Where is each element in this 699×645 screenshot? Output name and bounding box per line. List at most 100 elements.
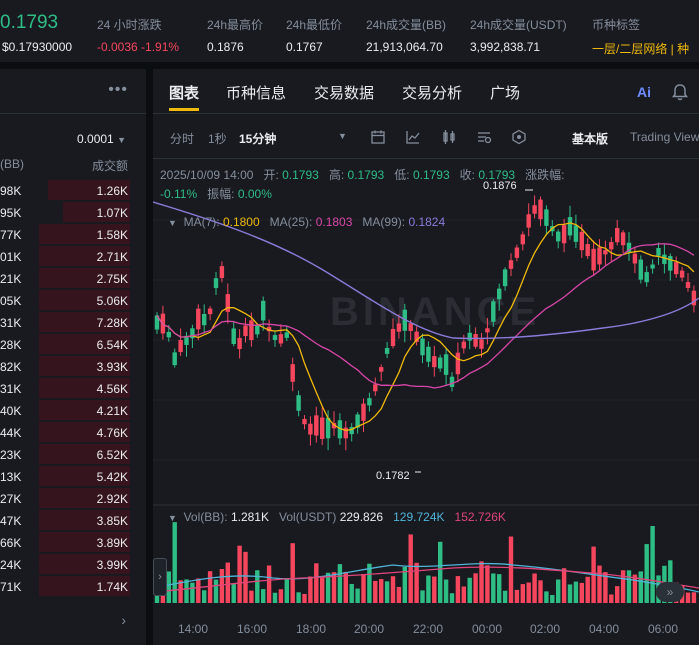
calendar-icon[interactable] bbox=[370, 129, 386, 145]
volume-bar-down bbox=[196, 578, 201, 603]
candle-up bbox=[491, 301, 496, 322]
volume-bar-down bbox=[379, 579, 384, 603]
more-horizontal-icon[interactable]: ••• bbox=[108, 81, 128, 98]
tick-size-select[interactable]: 0.0001 ▼ bbox=[77, 132, 126, 146]
orderbook-row[interactable]: 21K 2.75K bbox=[0, 268, 146, 290]
tab-trading-analysis[interactable]: 交易分析 bbox=[402, 85, 463, 102]
volume-bar-up bbox=[255, 570, 260, 603]
orderbook-row[interactable]: 27K 2.92K bbox=[0, 488, 146, 510]
candle-down bbox=[685, 282, 691, 288]
candle-up bbox=[172, 352, 177, 366]
vol-bb-label: Vol(BB): bbox=[183, 510, 228, 524]
orderbook-row[interactable]: 47K 3.85K bbox=[0, 510, 146, 532]
volume-bar-down bbox=[479, 561, 484, 603]
orderbook-amount: 71K bbox=[0, 580, 22, 594]
candlestick-chart[interactable] bbox=[153, 160, 699, 620]
candle-up bbox=[154, 315, 160, 330]
candle-down bbox=[290, 364, 295, 382]
orderbook-row[interactable]: 98K 1.26K bbox=[0, 180, 146, 202]
orderbook-row[interactable]: 28K 6.54K bbox=[0, 334, 146, 356]
orderbook-row[interactable]: 77K 1.58K bbox=[0, 224, 146, 246]
volume-bar-up bbox=[491, 573, 496, 603]
bell-icon[interactable] bbox=[672, 84, 688, 101]
stat-label-vol-bb: 24h成交量(BB) bbox=[366, 18, 447, 32]
candle-up bbox=[166, 331, 171, 338]
volume-bar-down bbox=[331, 572, 337, 603]
candle-down bbox=[207, 308, 213, 315]
orderbook-total: 2.92K bbox=[96, 492, 128, 506]
mode-basic[interactable]: 基本版 bbox=[572, 132, 609, 146]
mode-tradingview[interactable]: Trading View bbox=[630, 130, 699, 144]
orderbook-row[interactable]: 13K 5.42K bbox=[0, 466, 146, 488]
fast-forward-button[interactable]: » bbox=[656, 582, 684, 602]
time-axis-label: 16:00 bbox=[237, 622, 268, 636]
orderbook-row[interactable]: 44K 4.76K bbox=[0, 422, 146, 444]
interval-timeline[interactable]: 分时 bbox=[170, 132, 195, 146]
candle-down bbox=[278, 334, 284, 344]
vol-bb-value: 1.281K bbox=[230, 510, 269, 524]
orderbook-depth-bar bbox=[48, 180, 130, 200]
ohlc-close-label: 收: bbox=[459, 168, 475, 182]
orderbook-row[interactable]: 66K 3.89K bbox=[0, 532, 146, 554]
stat-value-tags[interactable]: 一层/二层网络 | 种 bbox=[592, 42, 690, 56]
candle-down bbox=[414, 331, 419, 342]
tab-coin-info[interactable]: 币种信息 bbox=[226, 85, 287, 102]
orderbook-row[interactable]: 01K 2.71K bbox=[0, 246, 146, 268]
volume-bar-up bbox=[349, 583, 354, 603]
candle-up bbox=[626, 242, 632, 253]
tab-trading-data[interactable]: 交易数据 bbox=[314, 85, 375, 102]
candle-up bbox=[656, 247, 661, 256]
interval-1s[interactable]: 1秒 bbox=[208, 132, 227, 146]
volume-bar-down bbox=[290, 543, 295, 603]
tab-square[interactable]: 广场 bbox=[490, 85, 521, 102]
orderbook-amount: 13K bbox=[0, 470, 22, 484]
orderbook-row[interactable]: 05K 5.06K bbox=[0, 290, 146, 312]
volume-bar-up bbox=[284, 578, 289, 603]
orderbook-row[interactable]: 71K 1.74K bbox=[0, 576, 146, 598]
interval-dropdown-icon[interactable]: ▼ bbox=[338, 131, 347, 141]
candle-down bbox=[308, 423, 313, 435]
orderbook-row[interactable]: 82K 3.93K bbox=[0, 356, 146, 378]
depth-icon[interactable] bbox=[511, 129, 527, 145]
candle-up bbox=[668, 255, 673, 271]
chevron-right-icon[interactable]: › bbox=[121, 612, 126, 628]
orderbook-depth-bar bbox=[39, 356, 130, 376]
ohlc-amplitude-label: 振幅: bbox=[207, 187, 235, 201]
volume-bar-down bbox=[243, 551, 248, 603]
ohlc-change-label: 涨跌幅: bbox=[525, 168, 565, 182]
candle-down bbox=[579, 231, 584, 251]
volume-bar-up bbox=[272, 592, 278, 603]
ai-icon[interactable]: Ai bbox=[637, 84, 651, 100]
tab-chart[interactable]: 图表 bbox=[169, 85, 200, 102]
candle-down bbox=[526, 214, 531, 228]
candle-up bbox=[367, 398, 372, 406]
candle-type-icon[interactable] bbox=[441, 129, 457, 145]
orderbook-amount: 44K bbox=[0, 426, 22, 440]
interval-15m[interactable]: 15分钟 bbox=[239, 132, 277, 146]
volume-bar-down bbox=[408, 534, 413, 603]
candle-up bbox=[662, 254, 667, 264]
orderbook-row[interactable]: 95K 1.07K bbox=[0, 202, 146, 224]
orderbook-row[interactable]: 23K 6.52K bbox=[0, 444, 146, 466]
ma-collapse-icon[interactable]: ▼ bbox=[168, 218, 177, 228]
orderbook-row[interactable]: 24K 3.99K bbox=[0, 554, 146, 576]
volume-bar-up bbox=[190, 582, 195, 603]
orderbook-row[interactable]: 40K 4.21K bbox=[0, 400, 146, 422]
volume-bar-down bbox=[520, 584, 525, 603]
volume-bar-down bbox=[361, 574, 366, 603]
orderbook-total: 7.28K bbox=[96, 316, 128, 330]
ohlc-date: 2025/10/09 14:00 bbox=[160, 168, 254, 182]
volume-bar-down bbox=[225, 562, 230, 603]
chart-settings-icon[interactable] bbox=[476, 129, 492, 145]
volume-bar-up bbox=[296, 592, 301, 603]
vol-collapse-icon[interactable]: ▼ bbox=[168, 513, 177, 523]
scroll-left-button[interactable]: › bbox=[153, 558, 167, 596]
candle-down bbox=[408, 323, 413, 332]
watermark-logo: BINANCE bbox=[330, 290, 541, 334]
candle-up bbox=[467, 332, 472, 341]
orderbook-row[interactable]: 31K 7.28K bbox=[0, 312, 146, 334]
candle-up bbox=[420, 338, 425, 356]
orderbook-row[interactable]: 31K 4.56K bbox=[0, 378, 146, 400]
indicator-icon[interactable] bbox=[405, 129, 421, 145]
candle-down bbox=[609, 242, 614, 250]
